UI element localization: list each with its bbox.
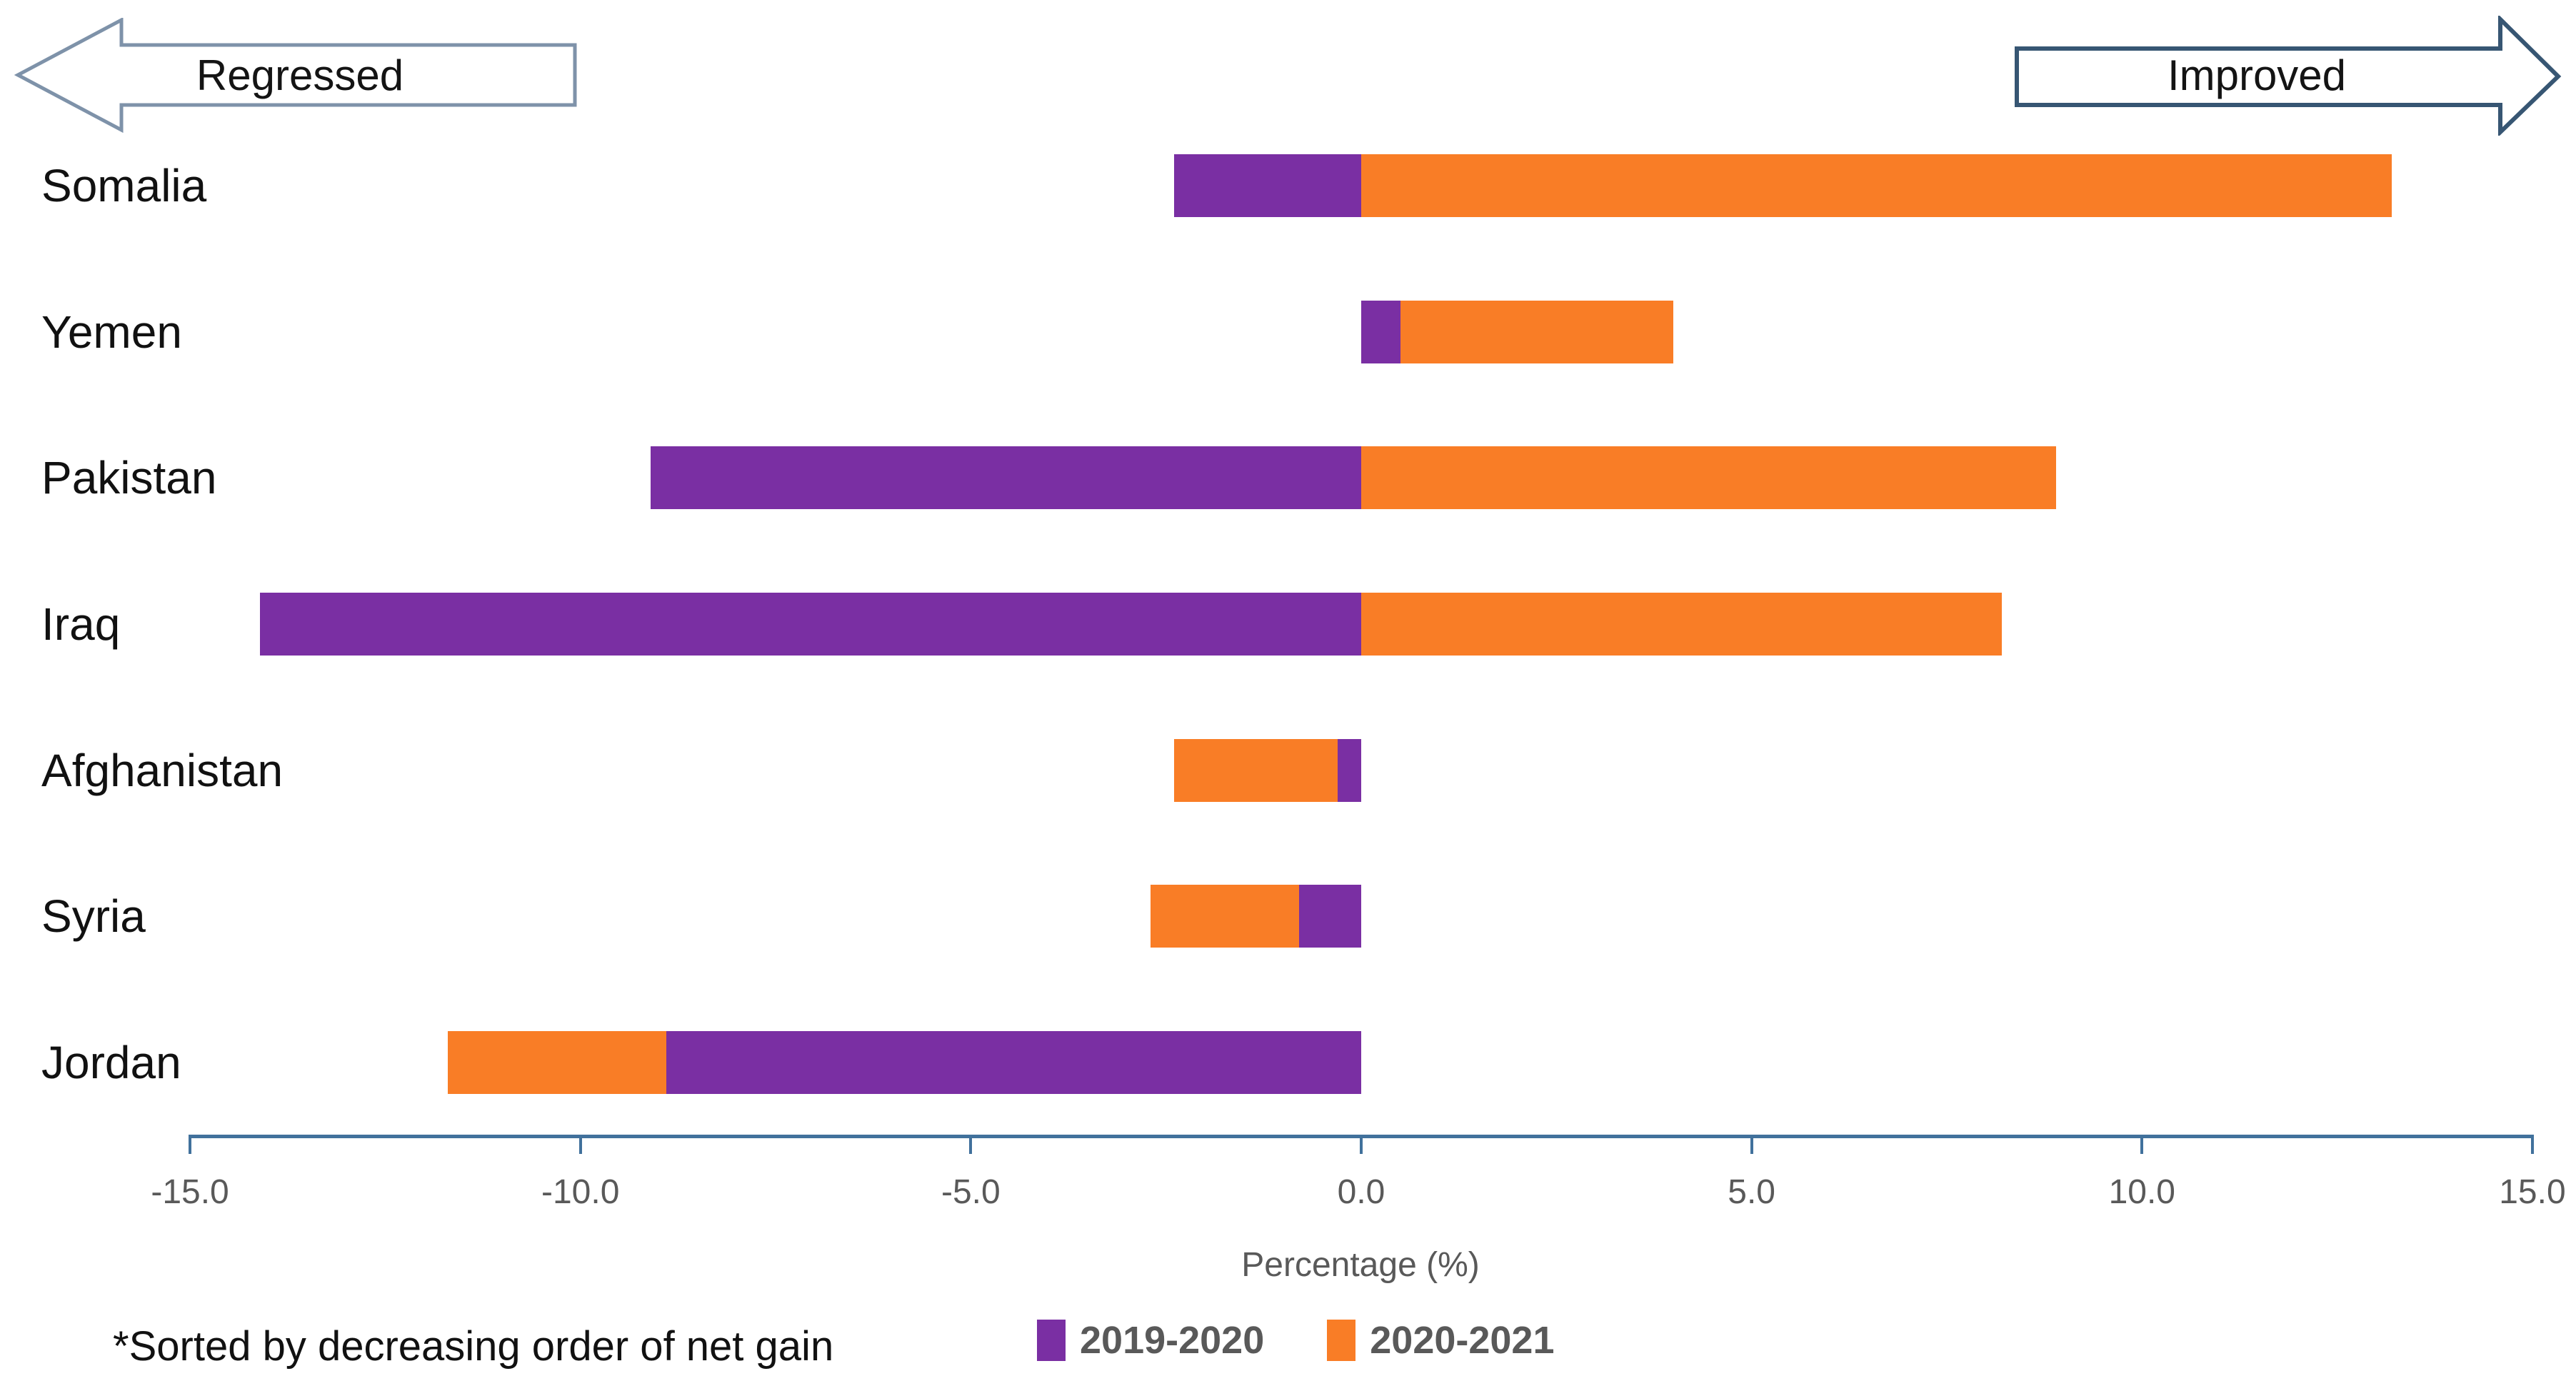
- category-label-somalia: Somalia: [41, 160, 207, 211]
- category-label-afghanistan: Afghanistan: [41, 744, 284, 796]
- bar-segment-iraq-2020-2021: [1361, 593, 2002, 656]
- x-axis-tick: [2140, 1135, 2144, 1154]
- regressed-arrow-shape: [14, 18, 577, 134]
- legend-label: 2019-2020: [1080, 1319, 1265, 1362]
- bar-segment-jordan-2020-2021: [447, 1031, 666, 1095]
- footnote: *Sorted by decreasing order of net gain: [113, 1323, 834, 1370]
- x-axis-tick-label: 15.0: [2499, 1173, 2566, 1211]
- bar-segment-syria-2020-2021: [1150, 885, 1299, 948]
- bar-segment-jordan-2019-2020: [666, 1031, 1361, 1095]
- x-axis-tick: [189, 1135, 192, 1154]
- legend-swatch-icon: [1327, 1320, 1356, 1361]
- bar-segment-pakistan-2020-2021: [1361, 446, 2057, 510]
- improved-arrow-label: Improved: [2167, 51, 2347, 99]
- improved-arrow-shape: [2015, 16, 2562, 136]
- x-axis-tick: [2530, 1135, 2534, 1154]
- category-label-yemen: Yemen: [41, 306, 182, 358]
- bar-segment-somalia-2019-2020: [1173, 154, 1361, 217]
- bar-segment-somalia-2020-2021: [1361, 154, 2392, 217]
- category-label-syria: Syria: [41, 890, 146, 943]
- x-axis-tick: [578, 1135, 582, 1154]
- improved-arrow: [2015, 16, 2562, 136]
- x-axis-tick-label: 5.0: [1728, 1173, 1775, 1211]
- bar-segment-iraq-2019-2020: [260, 593, 1361, 656]
- x-axis-tick-label: -5.0: [941, 1173, 1001, 1211]
- category-label-pakistan: Pakistan: [41, 452, 217, 504]
- bar-segment-afghanistan-2019-2020: [1338, 738, 1361, 802]
- legend: 2019-2020 2020-2021: [1037, 1318, 1555, 1362]
- category-label-iraq: Iraq: [41, 598, 121, 650]
- x-axis-tick-label: 0.0: [1337, 1173, 1385, 1211]
- bar-segment-yemen-2020-2021: [1400, 300, 1674, 363]
- bar-segment-pakistan-2019-2020: [651, 446, 1361, 510]
- legend-item-2020-2021: 2020-2021: [1327, 1318, 1555, 1362]
- legend-swatch-icon: [1037, 1320, 1066, 1361]
- bar-segment-afghanistan-2020-2021: [1173, 738, 1338, 802]
- regressed-arrow-label: Regressed: [196, 51, 404, 99]
- bar-segment-syria-2019-2020: [1298, 885, 1361, 948]
- category-label-jordan: Jordan: [41, 1037, 181, 1089]
- x-axis-tick-label: -10.0: [541, 1173, 620, 1211]
- bar-segment-yemen-2019-2020: [1361, 300, 1400, 363]
- x-axis-tick: [1360, 1135, 1363, 1154]
- x-axis-title: Percentage (%): [1241, 1246, 1480, 1284]
- regressed-arrow: [14, 18, 577, 134]
- legend-label: 2020-2021: [1370, 1319, 1555, 1362]
- x-axis-tick: [969, 1135, 973, 1154]
- x-axis-tick: [1750, 1135, 1753, 1154]
- x-axis-tick-label: 10.0: [2108, 1173, 2175, 1211]
- legend-item-2019-2020: 2019-2020: [1037, 1318, 1264, 1362]
- x-axis-tick-label: -15.0: [151, 1173, 229, 1211]
